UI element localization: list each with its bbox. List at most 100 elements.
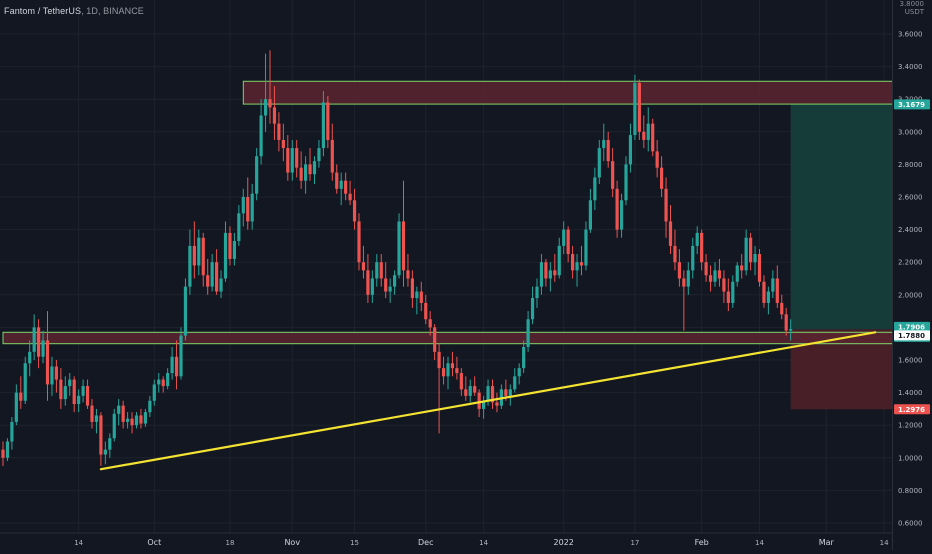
candle-body — [682, 278, 686, 287]
candle-body — [5, 441, 10, 458]
candle-body — [237, 213, 241, 242]
candle-body — [10, 421, 14, 442]
candle-body — [664, 188, 668, 222]
symbol-name: Fantom / TetherUS — [4, 6, 82, 16]
candle-body — [335, 172, 339, 189]
candle-body — [41, 340, 45, 357]
candle-body — [571, 254, 575, 271]
candle-body — [646, 123, 650, 140]
candle-body — [651, 123, 655, 152]
candle-body — [85, 386, 90, 406]
y-tick-label: 3.0000 — [898, 128, 923, 136]
candle-body — [112, 413, 116, 439]
candle-body — [108, 438, 112, 450]
candle-body — [370, 278, 374, 295]
candle-body — [468, 386, 472, 396]
candle-body — [473, 386, 477, 393]
candle-body — [744, 237, 748, 271]
candle-body — [72, 379, 76, 405]
y-tick-label: 1.2000 — [898, 422, 923, 430]
price-label-target-text: 3.1679 — [898, 101, 925, 109]
candle-body — [232, 241, 236, 259]
x-tick-label: Nov — [284, 538, 300, 547]
x-tick-label: Feb — [695, 538, 709, 547]
candle-body — [326, 102, 330, 140]
candle-body — [535, 286, 539, 299]
candle-body — [263, 99, 268, 116]
candle-body — [68, 379, 72, 387]
candle-body — [686, 270, 690, 287]
currency-line-2: USDT — [904, 8, 924, 16]
x-tick-label: 15 — [350, 539, 359, 547]
currency-label: 3.8000 USDT — [900, 0, 925, 16]
y-tick-label: 2.2000 — [898, 259, 923, 267]
candle-body — [428, 319, 432, 328]
candle-body — [660, 167, 664, 189]
candle-body — [668, 221, 673, 246]
price-label-stop — [894, 404, 930, 415]
candle-body — [713, 270, 717, 282]
support-zone — [2, 331, 932, 345]
candle-body — [134, 415, 139, 426]
candle-body — [330, 139, 334, 173]
candle-body — [406, 270, 410, 279]
y-tick-label: 3.6000 — [898, 31, 923, 39]
candle-body — [384, 278, 388, 292]
y-tick-label: 1.4000 — [898, 389, 923, 397]
candle-body — [103, 449, 107, 455]
candle-body — [32, 327, 36, 352]
candle-body — [219, 278, 223, 292]
candle-body — [201, 237, 205, 276]
candle-body — [28, 351, 32, 364]
candle-body — [166, 373, 170, 387]
candle-body — [121, 405, 125, 422]
candle-body — [437, 351, 441, 369]
candle-body — [508, 389, 512, 396]
candle-body — [619, 200, 624, 230]
candle-body — [290, 148, 294, 173]
x-tick-label: Dec — [418, 538, 433, 547]
y-tick-label: 2.8000 — [898, 161, 923, 169]
candle-body — [700, 232, 704, 263]
candle-body — [317, 148, 321, 162]
candle-body — [174, 356, 179, 377]
candle-body — [143, 412, 147, 424]
candle-body — [37, 327, 41, 357]
candle-body — [348, 193, 352, 201]
candle-body — [54, 366, 58, 380]
price-label-entry-text: 1.7880 — [898, 332, 925, 340]
candle-body — [441, 368, 446, 377]
x-tick-label: Mar — [819, 538, 835, 547]
candle-body — [321, 102, 325, 149]
candle-body — [59, 379, 63, 400]
candle-body — [766, 291, 770, 303]
candle-body — [286, 148, 290, 173]
candle-body — [722, 278, 726, 292]
candle-body — [50, 366, 54, 385]
candle-body — [393, 275, 397, 287]
x-tick-label: Oct — [147, 538, 161, 547]
candle-body — [606, 139, 610, 162]
candle-body — [94, 415, 99, 422]
candle-body — [366, 270, 370, 295]
candle-body — [259, 115, 263, 157]
x-tick-label: 18 — [225, 539, 234, 547]
candle-body — [157, 379, 161, 385]
candle-body — [749, 237, 753, 263]
support-trendline — [99, 331, 877, 471]
candle-body — [615, 188, 619, 230]
candle-body — [530, 298, 535, 320]
candle-body — [735, 265, 739, 282]
candle-body — [611, 161, 615, 189]
candle-body — [486, 386, 490, 401]
candle-body — [152, 384, 156, 401]
x-tick-label: 17 — [630, 539, 639, 547]
candle-body — [588, 200, 592, 230]
price-axis-separator — [892, 0, 893, 550]
candle-body — [139, 415, 143, 424]
candle-body — [130, 418, 134, 426]
candle-body — [655, 151, 659, 168]
candle-body — [206, 275, 210, 287]
